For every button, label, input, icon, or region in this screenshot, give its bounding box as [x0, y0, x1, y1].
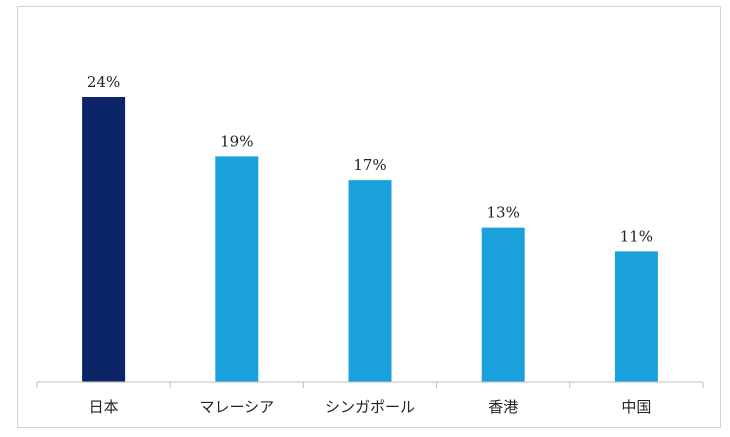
data-labels-group: 24% 19% 17% 13% 11%	[87, 73, 653, 245]
x-axis	[36, 381, 704, 388]
bar-4	[481, 227, 525, 382]
data-label-1: 24%	[87, 73, 120, 91]
x-tick-label-5: 中国	[621, 398, 651, 416]
bars-group	[82, 97, 658, 382]
x-tick-labels-group: 日本 マレーシア シンガポール 香港 中国	[89, 398, 652, 416]
bar-5	[614, 251, 658, 382]
bar-1	[82, 97, 126, 382]
data-label-3: 17%	[353, 156, 386, 174]
x-tick-label-4: 香港	[488, 398, 518, 416]
bar-3	[348, 180, 392, 382]
data-label-2: 19%	[220, 132, 253, 150]
data-label-4: 13%	[487, 204, 520, 222]
bar-2	[215, 156, 259, 382]
x-tick-label-2: マレーシア	[199, 398, 274, 416]
data-label-5: 11%	[620, 227, 653, 245]
x-tick-label-3: シンガポール	[325, 398, 415, 416]
x-tick-label-1: 日本	[89, 398, 119, 416]
